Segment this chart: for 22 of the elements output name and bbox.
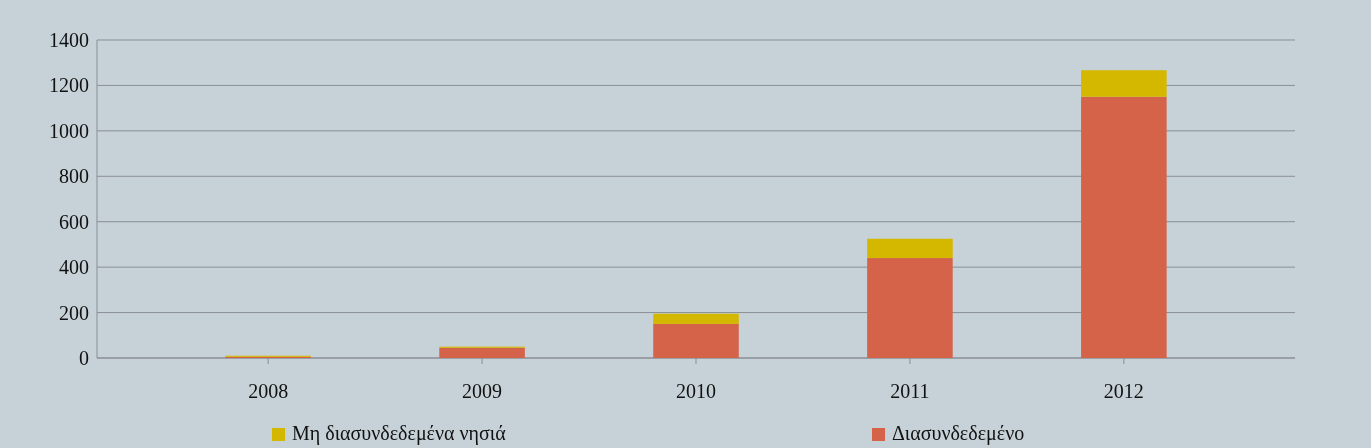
y-tick-label: 400: [59, 256, 89, 279]
x-tick-label: 2008: [248, 380, 289, 402]
bar: [867, 238, 953, 259]
y-tick-label: 1200: [49, 74, 89, 97]
x-tick-label: 2012: [1103, 380, 1144, 402]
y-tick-label: 1000: [49, 119, 89, 142]
x-tick-label: 2009: [462, 380, 503, 402]
y-tick-label: 600: [59, 210, 89, 233]
legend-label: Διασυνδεδεμένο: [892, 422, 1025, 445]
bar: [1081, 96, 1167, 358]
legend-label: Μη διασυνδεδεμένα νησιά: [292, 422, 507, 445]
x-tick-label: 2011: [890, 380, 930, 402]
bar: [1081, 70, 1167, 97]
y-tick-label: 1400: [49, 29, 89, 51]
bar: [439, 347, 525, 358]
y-tick-label: 800: [59, 165, 89, 188]
bar: [653, 323, 739, 358]
y-tick-label: 0: [79, 347, 89, 369]
x-tick-label: 2010: [676, 380, 716, 402]
bar: [653, 313, 739, 324]
bar: [867, 258, 953, 358]
y-tick-label: 200: [59, 301, 89, 324]
